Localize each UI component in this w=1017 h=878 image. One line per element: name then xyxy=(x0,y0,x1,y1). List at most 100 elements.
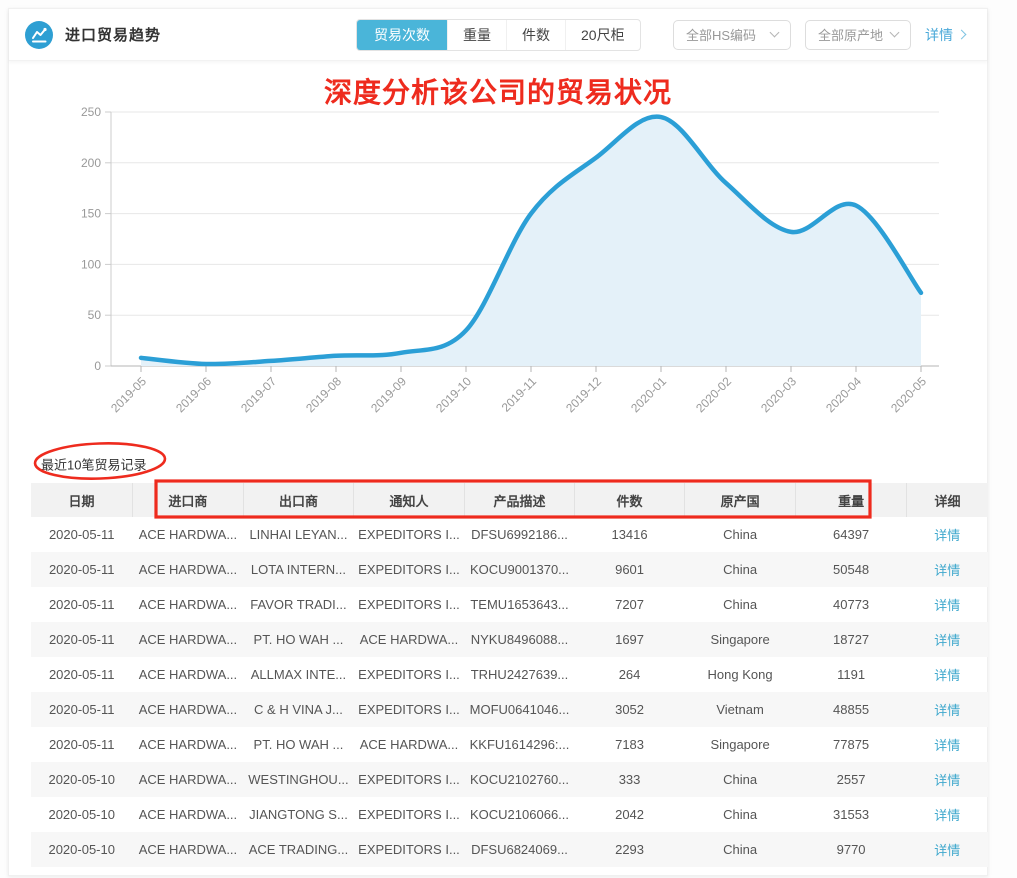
header-filters: 全部HS编码 全部原产地 详情 xyxy=(672,19,967,50)
weight-cell: 31553 xyxy=(833,807,870,822)
column-header: 通知人 xyxy=(353,483,465,517)
product-description-cell: KOCU2106066... xyxy=(470,807,570,822)
svg-text:2020-01: 2020-01 xyxy=(628,374,669,415)
row-detail-link[interactable]: 详情 xyxy=(934,633,961,648)
quantity-cell: 9601 xyxy=(615,562,645,577)
row-detail-link[interactable]: 详情 xyxy=(934,563,961,578)
exporter-cell: JIANGTONG S... xyxy=(249,807,348,822)
column-header: 产品描述 xyxy=(464,483,576,517)
table-row: 2020-05-11 ACE HARDWA... LOTA INTERN... EXP… xyxy=(31,552,988,587)
row-detail-link[interactable]: 详情 xyxy=(934,598,961,613)
date-cell: 2020-05-10 xyxy=(48,807,115,822)
importer-cell: ACE HARDWA... xyxy=(138,597,238,612)
origin-country-cell: Vietnam xyxy=(716,702,764,717)
detail-cell: 详情 xyxy=(907,622,988,657)
table-row: 2020-05-10 ACE HARDWA... JIANGTONG S... EXP… xyxy=(31,797,988,832)
column-header: 原产国 xyxy=(684,483,797,517)
svg-text:2019-11: 2019-11 xyxy=(499,374,540,415)
date-cell: 2020-05-11 xyxy=(48,737,115,752)
date-cell: 2020-05-11 xyxy=(48,667,115,682)
notify-party-cell: ACE HARDWA... xyxy=(359,632,459,647)
exporter-cell: LINHAI LEYAN... xyxy=(249,527,348,542)
column-header: 件数 xyxy=(574,483,686,517)
row-detail-link[interactable]: 详情 xyxy=(934,843,961,858)
header-detail-link[interactable]: 详情 xyxy=(925,25,967,45)
annotation-title: 深度分析该公司的贸易状况 xyxy=(323,77,672,108)
trend-chart-icon xyxy=(25,20,53,49)
tab-weight[interactable]: 重量 xyxy=(447,20,506,50)
product-description-cell: TEMU1653643... xyxy=(470,597,569,612)
svg-text:100: 100 xyxy=(81,257,101,271)
tab-quantity[interactable]: 件数 xyxy=(506,20,565,50)
chevron-down-icon xyxy=(769,27,780,38)
records-label-row: 最近10笔贸易记录 xyxy=(9,445,987,483)
notify-party-cell: EXPEDITORS I... xyxy=(358,597,460,612)
tab-20ft-container[interactable]: 20尺柜 xyxy=(565,20,640,50)
weight-cell: 1191 xyxy=(837,667,866,682)
exporter-cell: ALLMAX INTE... xyxy=(250,667,347,682)
weight-cell: 77875 xyxy=(833,737,870,752)
weight-cell: 2557 xyxy=(836,772,866,787)
date-cell: 2020-05-11 xyxy=(48,597,115,612)
row-detail-link[interactable]: 详情 xyxy=(934,773,961,788)
quantity-cell: 13416 xyxy=(611,527,648,542)
svg-text:2019-10: 2019-10 xyxy=(433,374,474,415)
page-title: 进口贸易趋势 xyxy=(65,27,162,44)
detail-cell: 详情 xyxy=(907,692,988,727)
notify-party-cell: EXPEDITORS I... xyxy=(358,667,460,682)
svg-text:50: 50 xyxy=(88,308,102,322)
importer-cell: ACE HARDWA... xyxy=(138,737,238,752)
product-description-cell: NYKU8496088... xyxy=(470,632,569,647)
weight-cell: 50548 xyxy=(833,562,870,577)
product-description-cell: TRHU2427639... xyxy=(470,667,569,682)
detail-cell: 详情 xyxy=(907,587,988,622)
notify-party-cell: EXPEDITORS I... xyxy=(358,842,460,857)
exporter-cell: LOTA INTERN... xyxy=(250,562,347,577)
row-detail-link[interactable]: 详情 xyxy=(934,668,961,683)
exporter-cell: FAVOR TRADI... xyxy=(250,597,347,612)
hs-code-filter[interactable]: 全部HS编码 xyxy=(672,19,791,50)
column-header: 日期 xyxy=(31,483,133,517)
svg-text:2020-05: 2020-05 xyxy=(888,374,929,415)
date-cell: 2020-05-11 xyxy=(48,702,115,717)
weight-cell: 48855 xyxy=(833,702,870,717)
origin-country-cell: China xyxy=(723,562,758,577)
exporter-cell: ACE TRADING... xyxy=(248,842,349,857)
importer-cell: ACE HARDWA... xyxy=(138,667,238,682)
importer-cell: ACE HARDWA... xyxy=(138,702,238,717)
column-header: 出口商 xyxy=(243,483,354,517)
origin-country-cell: Singapore xyxy=(710,737,770,752)
svg-text:2019-05: 2019-05 xyxy=(108,374,149,415)
svg-text:2019-07: 2019-07 xyxy=(238,374,279,415)
chart-section: 深度分析该公司的贸易状况 0 50 100 150 200 250 2019-05 2019-… xyxy=(9,61,987,445)
notify-party-cell: ACE HARDWA... xyxy=(359,737,459,752)
origin-country-cell: China xyxy=(723,527,758,542)
origin-country-cell: China xyxy=(723,842,758,857)
svg-text:2019-08: 2019-08 xyxy=(303,374,344,415)
column-header: 重量 xyxy=(795,483,908,517)
exporter-cell: C & H VINA J... xyxy=(254,702,343,717)
origin-country-cell: China xyxy=(723,772,758,787)
row-detail-link[interactable]: 详情 xyxy=(934,738,961,753)
product-description-cell: KKFU1614296:... xyxy=(469,737,570,752)
row-detail-link[interactable]: 详情 xyxy=(934,808,961,823)
weight-cell: 18727 xyxy=(833,632,870,647)
row-detail-link[interactable]: 详情 xyxy=(934,703,961,718)
records-table: 日期 进口商 出口商 通知人 产品描述 件数 原产国 重量 详细 2020-05-11 ACE H… xyxy=(31,483,988,867)
origin-filter[interactable]: 全部原产地 xyxy=(804,19,911,50)
weight-cell: 9770 xyxy=(836,842,866,857)
hs-code-filter-label: 全部HS编码 xyxy=(685,28,757,43)
importer-cell: ACE HARDWA... xyxy=(138,772,238,787)
product-description-cell: DFSU6992186... xyxy=(471,527,568,542)
table-row: 2020-05-11 ACE HARDWA... PT. HO WAH ... ACE… xyxy=(31,622,988,657)
product-description-cell: MOFU0641046... xyxy=(469,702,570,717)
metric-tab-group: 贸易次数 重量 件数 20尺柜 xyxy=(356,19,641,51)
origin-country-cell: China xyxy=(723,807,758,822)
table-body: 2020-05-11 ACE HARDWA... LINHAI LEYAN... EX… xyxy=(31,517,988,867)
tab-trade-count[interactable]: 贸易次数 xyxy=(356,20,448,50)
quantity-cell: 7207 xyxy=(615,597,645,612)
notify-party-cell: EXPEDITORS I... xyxy=(358,702,460,717)
detail-cell: 详情 xyxy=(907,832,988,867)
detail-cell: 详情 xyxy=(907,797,988,832)
row-detail-link[interactable]: 详情 xyxy=(934,528,961,543)
